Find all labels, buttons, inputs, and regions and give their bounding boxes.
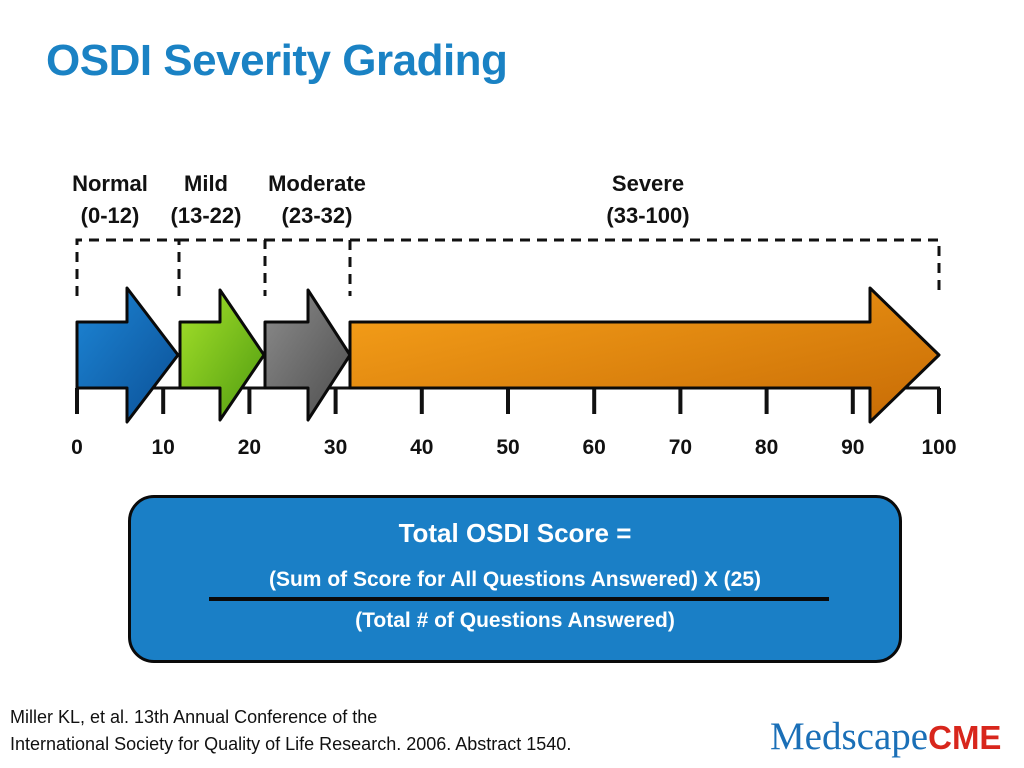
- citation: Miller KL, et al. 13th Annual Conference…: [10, 704, 571, 758]
- arrow-severe: [348, 286, 941, 424]
- tick-label: 30: [323, 436, 348, 459]
- category-range: (33-100): [606, 203, 690, 228]
- range-brackets: [75, 238, 941, 296]
- arrow-mild: [178, 288, 266, 422]
- tick-label: 90: [841, 436, 865, 459]
- tick-label: 10: [151, 436, 175, 459]
- tick-marks: [75, 388, 941, 414]
- formula-denominator: (Total # of Questions Answered): [355, 609, 675, 632]
- logo-scape: scape: [841, 715, 929, 758]
- tick-label: 100: [921, 436, 957, 459]
- category-range: (23-32): [281, 203, 353, 228]
- citation-line-2: International Society for Quality of Lif…: [10, 734, 572, 754]
- category-range: (0-12): [80, 203, 140, 228]
- formula-heading: Total OSDI Score =: [398, 518, 632, 548]
- category-name: Normal: [72, 171, 148, 196]
- citation-line-1: Miller KL, et al. 13th Annual Conference…: [10, 707, 378, 727]
- category-range: (13-22): [170, 203, 242, 228]
- tick-label: 0: [71, 436, 83, 459]
- tick-label: 80: [754, 436, 779, 459]
- severity-scale-diagram: [75, 238, 941, 424]
- bracket-mild: [179, 238, 267, 296]
- category-name: Mild: [184, 171, 228, 196]
- formula-numerator: (Sum of Score for All Questions Answered…: [268, 568, 762, 591]
- bracket-normal: [75, 238, 181, 296]
- arrow-moderate: [263, 288, 352, 422]
- bracket-severe: [350, 238, 941, 296]
- tick-label: 60: [582, 436, 606, 459]
- tick-label: 70: [668, 436, 693, 459]
- category-name: Severe: [611, 171, 685, 196]
- category-name: Moderate: [268, 171, 366, 196]
- arrow-normal: [75, 286, 180, 424]
- logo-cme: CME: [928, 719, 1002, 756]
- tick-label: 20: [237, 436, 262, 459]
- bracket-moderate: [265, 238, 352, 296]
- category-label-mild: Mild (13-22): [156, 168, 256, 232]
- logo-med: Med: [770, 715, 842, 758]
- tick-label: 40: [410, 436, 434, 459]
- category-label-moderate: Moderate (23-32): [252, 168, 382, 232]
- page-title: OSDI Severity Grading: [46, 36, 508, 85]
- category-label-normal: Normal (0-12): [60, 168, 160, 232]
- tick-label: 50: [496, 436, 520, 459]
- medscape-cme-logo: MedscapeCME: [770, 715, 1001, 760]
- fraction-line: [209, 597, 829, 601]
- category-label-severe: Severe (33-100): [573, 168, 723, 232]
- formula-box: Total OSDI Score = (Sum of Score for All…: [128, 495, 902, 663]
